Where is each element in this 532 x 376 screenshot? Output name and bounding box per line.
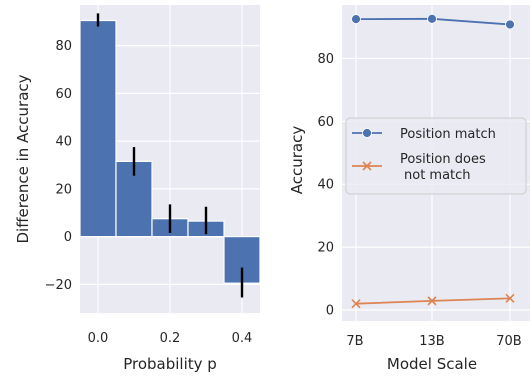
left-y-tick-labels: −20 0 20 40 60 80: [45, 39, 72, 293]
series-0-point-0: [351, 14, 361, 25]
bar-0: [79, 19, 117, 238]
left-x-tick-labels: 0.0 0.2 0.4: [88, 331, 253, 346]
left-y-tick-1: 0: [64, 230, 72, 245]
right-y-axis-label: Accuracy: [288, 126, 306, 195]
left-x-tick-2: 0.4: [232, 331, 253, 346]
left-y-axis-label: Difference in Accuracy: [14, 74, 32, 243]
legend: Position match Position does not match: [345, 117, 527, 195]
left-x-axis-label: Probability p: [123, 355, 217, 373]
legend-box: [345, 117, 527, 195]
right-y-tick-labels: 0 20 40 60 80: [317, 52, 334, 319]
series-1-point-0: [351, 299, 361, 309]
left-y-tick-2: 20: [55, 182, 72, 197]
left-y-tick-4: 60: [55, 87, 72, 102]
left-error-bars: [96, 13, 244, 298]
right-x-tick-0: 7B: [346, 334, 363, 349]
left-x-tick-1: 0.2: [160, 331, 181, 346]
right-x-tick-1: 13B: [419, 334, 444, 349]
legend-entry-0: Position match: [352, 127, 496, 142]
left-y-tick-0: −20: [45, 278, 72, 293]
right-y-tick-0: 0: [326, 303, 334, 318]
legend-entry-1: Position does not match: [352, 152, 486, 183]
series-1-point-2: [505, 293, 515, 303]
left-y-tick-3: 40: [55, 135, 72, 150]
left-y-tick-5: 80: [55, 39, 72, 54]
legend-label-0: Position match: [400, 127, 496, 142]
series-1-point-1: [427, 296, 437, 306]
series-0-point-2: [505, 19, 515, 30]
right-y-tick-3: 60: [317, 115, 334, 130]
difference-bar-chart: −20 0 20 40 60 80 0.0 0.2 0.4 Probability p Dif…: [14, 5, 261, 373]
right-y-tick-4: 80: [317, 52, 334, 67]
right-y-tick-1: 20: [317, 241, 334, 256]
right-x-tick-2: 70B: [496, 334, 521, 349]
right-y-tick-2: 40: [317, 178, 334, 193]
series-0-point-1: [427, 13, 437, 24]
right-x-axis-label: Model Scale: [387, 355, 477, 373]
right-series-lines: [351, 13, 515, 309]
right-x-tick-labels: 7B 13B 70B: [346, 334, 521, 349]
legend-label-1: Position does not match: [400, 152, 486, 183]
left-x-tick-0: 0.0: [88, 331, 109, 346]
